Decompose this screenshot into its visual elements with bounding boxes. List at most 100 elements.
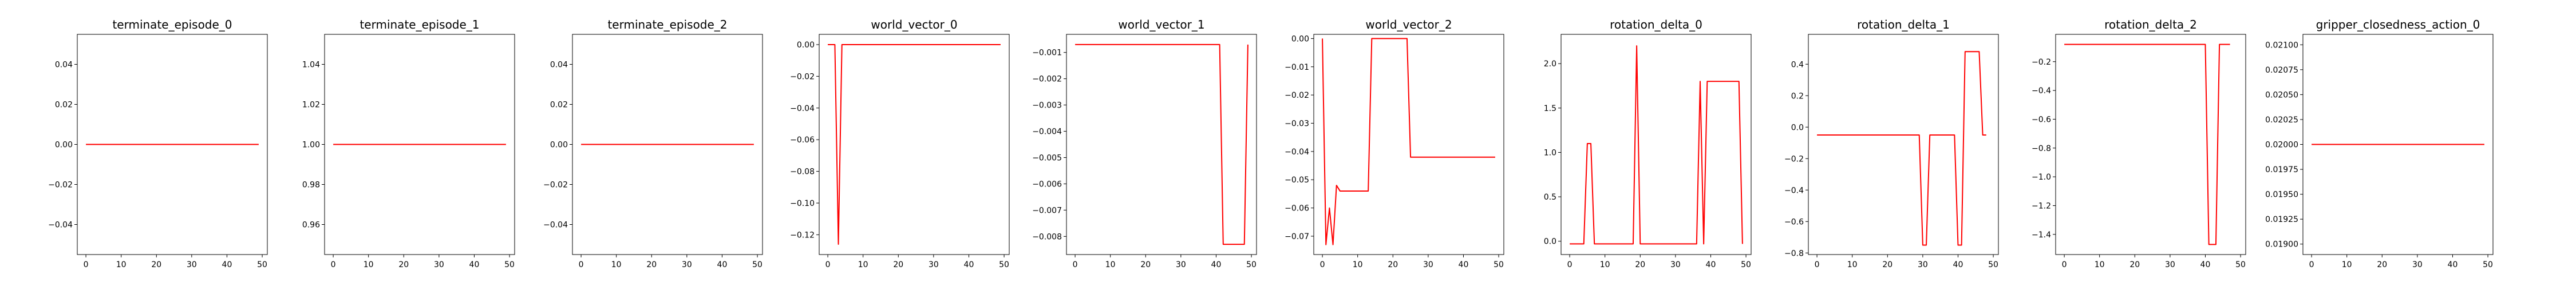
- y-tick-label: −0.05: [1285, 176, 1309, 185]
- y-tick-label: −0.2: [2032, 58, 2051, 67]
- y-tick-label: −0.12: [790, 231, 815, 240]
- y-tick-label: −0.02: [790, 72, 815, 81]
- y-tick-label: −0.2: [1784, 154, 1804, 164]
- x-tick-label: 20: [2129, 260, 2140, 269]
- x-tick-label: 0: [1320, 260, 1325, 269]
- x-tick-label: 0: [2309, 260, 2314, 269]
- y-tick-label: −0.007: [1032, 206, 1062, 215]
- x-tick-label: 40: [1953, 260, 1963, 269]
- y-tick-label: 0.02100: [2265, 41, 2298, 50]
- x-tick-label: 40: [469, 260, 480, 269]
- y-tick-label: 0.98: [302, 181, 320, 190]
- y-tick-label: 0.4: [1791, 60, 1804, 69]
- x-tick-label: 50: [1741, 260, 1751, 269]
- axes-frame: [2055, 34, 2246, 255]
- y-tick-label: −0.08: [790, 168, 815, 177]
- series-line: [1322, 38, 1495, 245]
- axes-frame: [1808, 34, 1999, 255]
- y-tick-label: 2.0: [1544, 59, 1556, 69]
- subplot-title: rotation_delta_2: [2104, 18, 2197, 31]
- y-tick-label: −0.03: [1285, 119, 1309, 128]
- y-tick-label: −1.0: [2032, 173, 2051, 182]
- x-tick-label: 10: [1600, 260, 1610, 269]
- y-tick-label: 0.02: [550, 101, 568, 110]
- y-tick-label: −0.006: [1032, 180, 1062, 189]
- x-tick-label: 10: [2095, 260, 2105, 269]
- axes-frame: [1066, 34, 1257, 255]
- x-tick-label: 20: [893, 260, 903, 269]
- y-tick-label: −0.07: [1285, 232, 1309, 241]
- subplot-title: gripper_closedness_action_0: [2316, 18, 2480, 31]
- y-tick-label: −0.001: [1032, 49, 1062, 58]
- y-tick-label: 0.00: [1291, 34, 1309, 43]
- subplot-rotation_delta_0: rotation_delta_0 0 10 20 30 40 50 0.0 0.5 1.0 1.5 2…: [1544, 18, 1752, 269]
- x-tick-label: 0: [1567, 260, 1573, 269]
- y-tick-label: 0.01950: [2265, 190, 2298, 200]
- y-tick-label: 0.5: [1544, 193, 1556, 202]
- x-tick-label: 20: [1140, 260, 1151, 269]
- subplot-rotation_delta_2: rotation_delta_2 0 10 20 30 40 50 −0.2 −0.4 −0.6 −…: [2032, 18, 2246, 269]
- x-tick-label: 40: [1459, 260, 1469, 269]
- x-tick-label: 50: [1246, 260, 1257, 269]
- x-tick-label: 0: [331, 260, 336, 269]
- x-tick-label: 40: [1211, 260, 1222, 269]
- x-tick-label: 10: [858, 260, 868, 269]
- x-tick-label: 30: [187, 260, 197, 269]
- x-tick-label: 50: [999, 260, 1009, 269]
- y-tick-label: −0.04: [48, 221, 73, 230]
- y-tick-label: 0.2: [1791, 92, 1804, 101]
- y-tick-label: −0.06: [1285, 204, 1309, 213]
- y-tick-label: 1.0: [1544, 148, 1556, 157]
- axes-frame: [1560, 34, 1752, 255]
- x-tick-label: 0: [2062, 260, 2067, 269]
- y-tick-label: 1.02: [302, 101, 320, 110]
- x-tick-label: 20: [151, 260, 161, 269]
- y-tick-label: −0.6: [1784, 217, 1804, 227]
- x-tick-label: 0: [84, 260, 89, 269]
- subplot-world_vector_1: world_vector_1 0 10 20 30 40 50 −0.001 −0.002 −0.…: [1032, 18, 1257, 269]
- series-line: [1570, 45, 1743, 245]
- y-tick-label: 0.04: [55, 61, 73, 70]
- x-tick-label: 20: [1635, 260, 1645, 269]
- y-tick-label: 0.02050: [2265, 90, 2298, 100]
- axes-frame: [1313, 34, 1504, 255]
- x-tick-label: 10: [2342, 260, 2352, 269]
- y-tick-label: 0.02025: [2265, 116, 2298, 125]
- subplot-world_vector_0: world_vector_0 0 10 20 30 40 50 −0.12 −0.10 −0.08…: [790, 18, 1010, 269]
- subplot-title: rotation_delta_1: [1857, 18, 1950, 31]
- x-tick-label: 30: [434, 260, 444, 269]
- x-tick-label: 0: [1815, 260, 1820, 269]
- y-tick-label: 0.00: [550, 141, 568, 150]
- y-tick-label: 0.96: [302, 221, 320, 230]
- subplot-title: world_vector_2: [1365, 18, 1452, 31]
- x-tick-label: 20: [1882, 260, 1893, 269]
- series-line: [1817, 51, 1986, 246]
- x-tick-label: 20: [398, 260, 409, 269]
- x-tick-label: 0: [1073, 260, 1078, 269]
- x-tick-label: 0: [579, 260, 584, 269]
- x-tick-label: 30: [2412, 260, 2423, 269]
- x-tick-label: 40: [964, 260, 974, 269]
- x-tick-label: 50: [257, 260, 267, 269]
- y-tick-label: −0.6: [2032, 115, 2051, 124]
- y-tick-label: 0.04: [550, 61, 568, 70]
- y-tick-label: −0.4: [2032, 86, 2051, 96]
- y-tick-label: −1.4: [2032, 231, 2051, 240]
- subplot-title: terminate_episode_0: [112, 18, 232, 31]
- axes-frame: [819, 34, 1010, 255]
- y-tick-label: −0.10: [790, 199, 815, 208]
- y-tick-label: −0.008: [1032, 232, 1062, 241]
- subplot-title: rotation_delta_0: [1610, 18, 1702, 31]
- x-tick-label: 40: [2448, 260, 2458, 269]
- subplot-terminate_episode_2: terminate_episode_2 0 10 20 30 40 50 −0.04 −0.02…: [543, 18, 763, 269]
- x-tick-label: 40: [222, 260, 232, 269]
- series-line: [828, 44, 1001, 245]
- x-tick-label: 30: [1423, 260, 1433, 269]
- x-tick-label: 10: [364, 260, 374, 269]
- y-tick-label: −0.02: [543, 181, 568, 190]
- y-tick-label: −0.003: [1032, 101, 1062, 110]
- subplot-title: world_vector_0: [871, 18, 957, 31]
- subplot-world_vector_2: world_vector_2 0 10 20 30 40 50 0.00 −0.01 −0.02 −…: [1285, 18, 1504, 269]
- y-tick-label: 1.5: [1544, 104, 1556, 113]
